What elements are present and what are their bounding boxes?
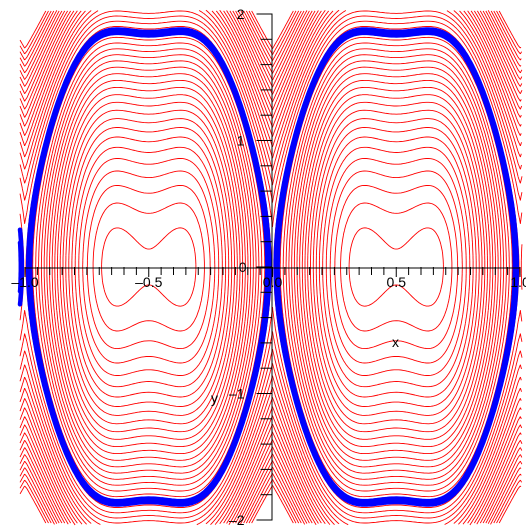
red-contour-line [65,118,480,416]
red-contour-line [19,10,522,526]
y-axis-label: y [211,390,218,406]
red-contour-line [71,136,474,398]
red-contour-line [19,10,523,525]
red-contour-line [46,66,499,468]
y-tick-label: –2 [229,512,245,528]
red-contour-line [78,158,467,376]
blue-orbit-line [17,27,520,507]
red-contour-line [19,10,522,524]
y-axis-ticks: 2 1 0 –1 –2 [229,6,273,528]
y-tick-label: 1 [237,133,245,149]
y-tick-label: –1 [229,386,245,402]
red-contour-line [19,10,522,525]
red-contour-curves [19,9,523,526]
red-contour-line [19,9,522,525]
red-contour-line [19,10,523,524]
red-contour-line [19,20,523,514]
y-tick-label: 0 [239,259,247,275]
red-contour-line [54,86,491,448]
red-contour-line [19,10,523,524]
red-contour-line [62,109,483,425]
red-contour-line [19,10,523,524]
red-contour-line [40,54,505,480]
red-contour-line [19,10,522,524]
blue-orbit-curves [17,27,520,507]
red-contour-line [19,10,523,524]
red-contour-line [35,42,510,492]
red-contour-line [43,60,502,474]
x-axis-label: x [392,334,399,350]
x-tick-label: 0.5 [387,274,407,290]
red-contour-line [59,101,486,433]
red-contour-line [38,48,507,486]
red-contour-line [49,73,496,461]
red-contour-line [51,79,494,455]
red-contour-line [19,10,522,525]
red-contour-line [19,15,523,519]
red-contour-line [19,10,522,526]
red-contour-line [19,10,522,526]
red-contour-line [74,146,471,388]
red-contour-line [68,127,477,407]
x-tick-label: –0.5 [135,274,162,290]
red-contour-line [19,10,522,524]
red-contour-line [101,227,444,307]
red-contour-line [92,202,453,332]
x-axis-ticks: –1.0 –0.5 0.0 0.5 1.0 [11,267,526,290]
red-contour-line [19,10,523,524]
red-contour-line [19,10,522,526]
red-contour-line [57,94,488,440]
red-contour-line [86,184,459,350]
x-tick-label: –1.0 [11,274,38,290]
red-contour-line [82,170,463,364]
x-tick-label: 1.0 [510,274,526,290]
y-tick-label: 2 [237,6,245,22]
x-tick-label: 0.0 [263,274,283,290]
